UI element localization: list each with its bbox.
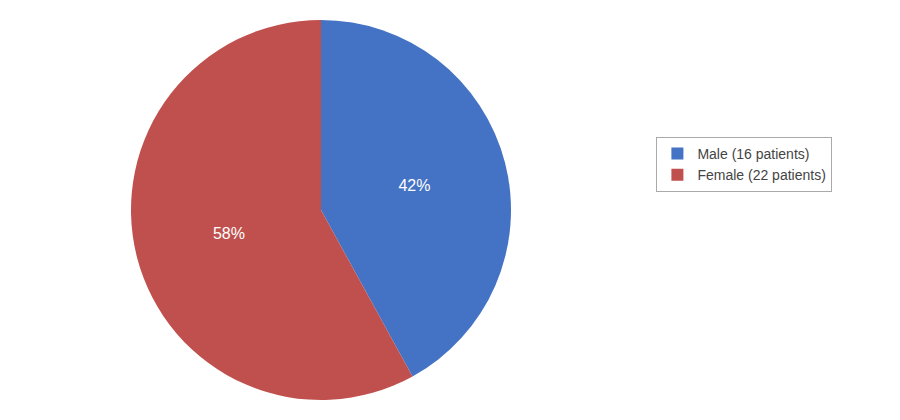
svg-text:Male (16 patients): Male (16 patients) [697, 146, 809, 162]
svg-text:42%: 42% [398, 177, 430, 194]
svg-text:Female (22 patients): Female (22 patients) [697, 167, 825, 183]
svg-text:58%: 58% [213, 225, 245, 242]
